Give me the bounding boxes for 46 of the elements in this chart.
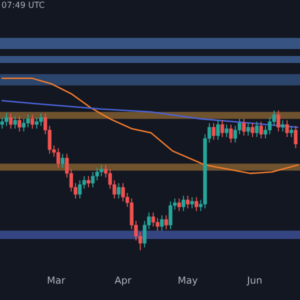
candlestick — [242, 118, 246, 136]
candlestick — [255, 121, 259, 138]
candlestick — [116, 182, 121, 200]
candlestick — [250, 122, 254, 138]
candlestick — [22, 118, 26, 132]
candlestick — [151, 212, 156, 227]
x-tick-label: May — [178, 276, 198, 286]
candlestick — [280, 120, 285, 132]
candlestick — [182, 195, 186, 212]
candlestick — [18, 116, 22, 132]
candlestick — [224, 124, 228, 138]
candlestick — [56, 148, 60, 168]
candlestick — [238, 118, 242, 135]
candlestick — [190, 196, 194, 209]
candlestick — [13, 116, 17, 130]
x-tick-label: Jun — [246, 276, 262, 286]
candlestick — [268, 116, 272, 135]
candlestick — [229, 124, 233, 144]
candlestick — [194, 196, 198, 212]
candlestick — [276, 110, 280, 132]
candlestick — [160, 214, 164, 232]
candlestick — [290, 125, 294, 138]
candlestick — [264, 125, 268, 139]
candlestick — [90, 171, 95, 188]
candlestick — [30, 114, 34, 130]
candlestick — [216, 120, 220, 140]
candlestick — [177, 198, 181, 212]
candlestick — [220, 120, 224, 138]
candlestick — [26, 114, 30, 128]
candlestick — [78, 180, 82, 200]
candlestick — [34, 116, 39, 130]
candlestick — [60, 153, 64, 168]
text: 07:49 UTC — [2, 2, 44, 8]
candlestick — [8, 112, 13, 130]
candlestick — [285, 120, 289, 138]
candlestick — [156, 218, 160, 232]
x-tick-label: Apr — [114, 276, 132, 286]
candlestick — [212, 122, 216, 140]
candlestick — [86, 176, 90, 188]
candlestick — [233, 125, 238, 144]
candlestick — [186, 195, 190, 209]
candlestick — [164, 214, 168, 230]
candlestick — [294, 125, 298, 149]
candlestick — [259, 121, 263, 139]
candlestick — [246, 122, 250, 136]
x-tick-label: Mar — [48, 276, 66, 284]
